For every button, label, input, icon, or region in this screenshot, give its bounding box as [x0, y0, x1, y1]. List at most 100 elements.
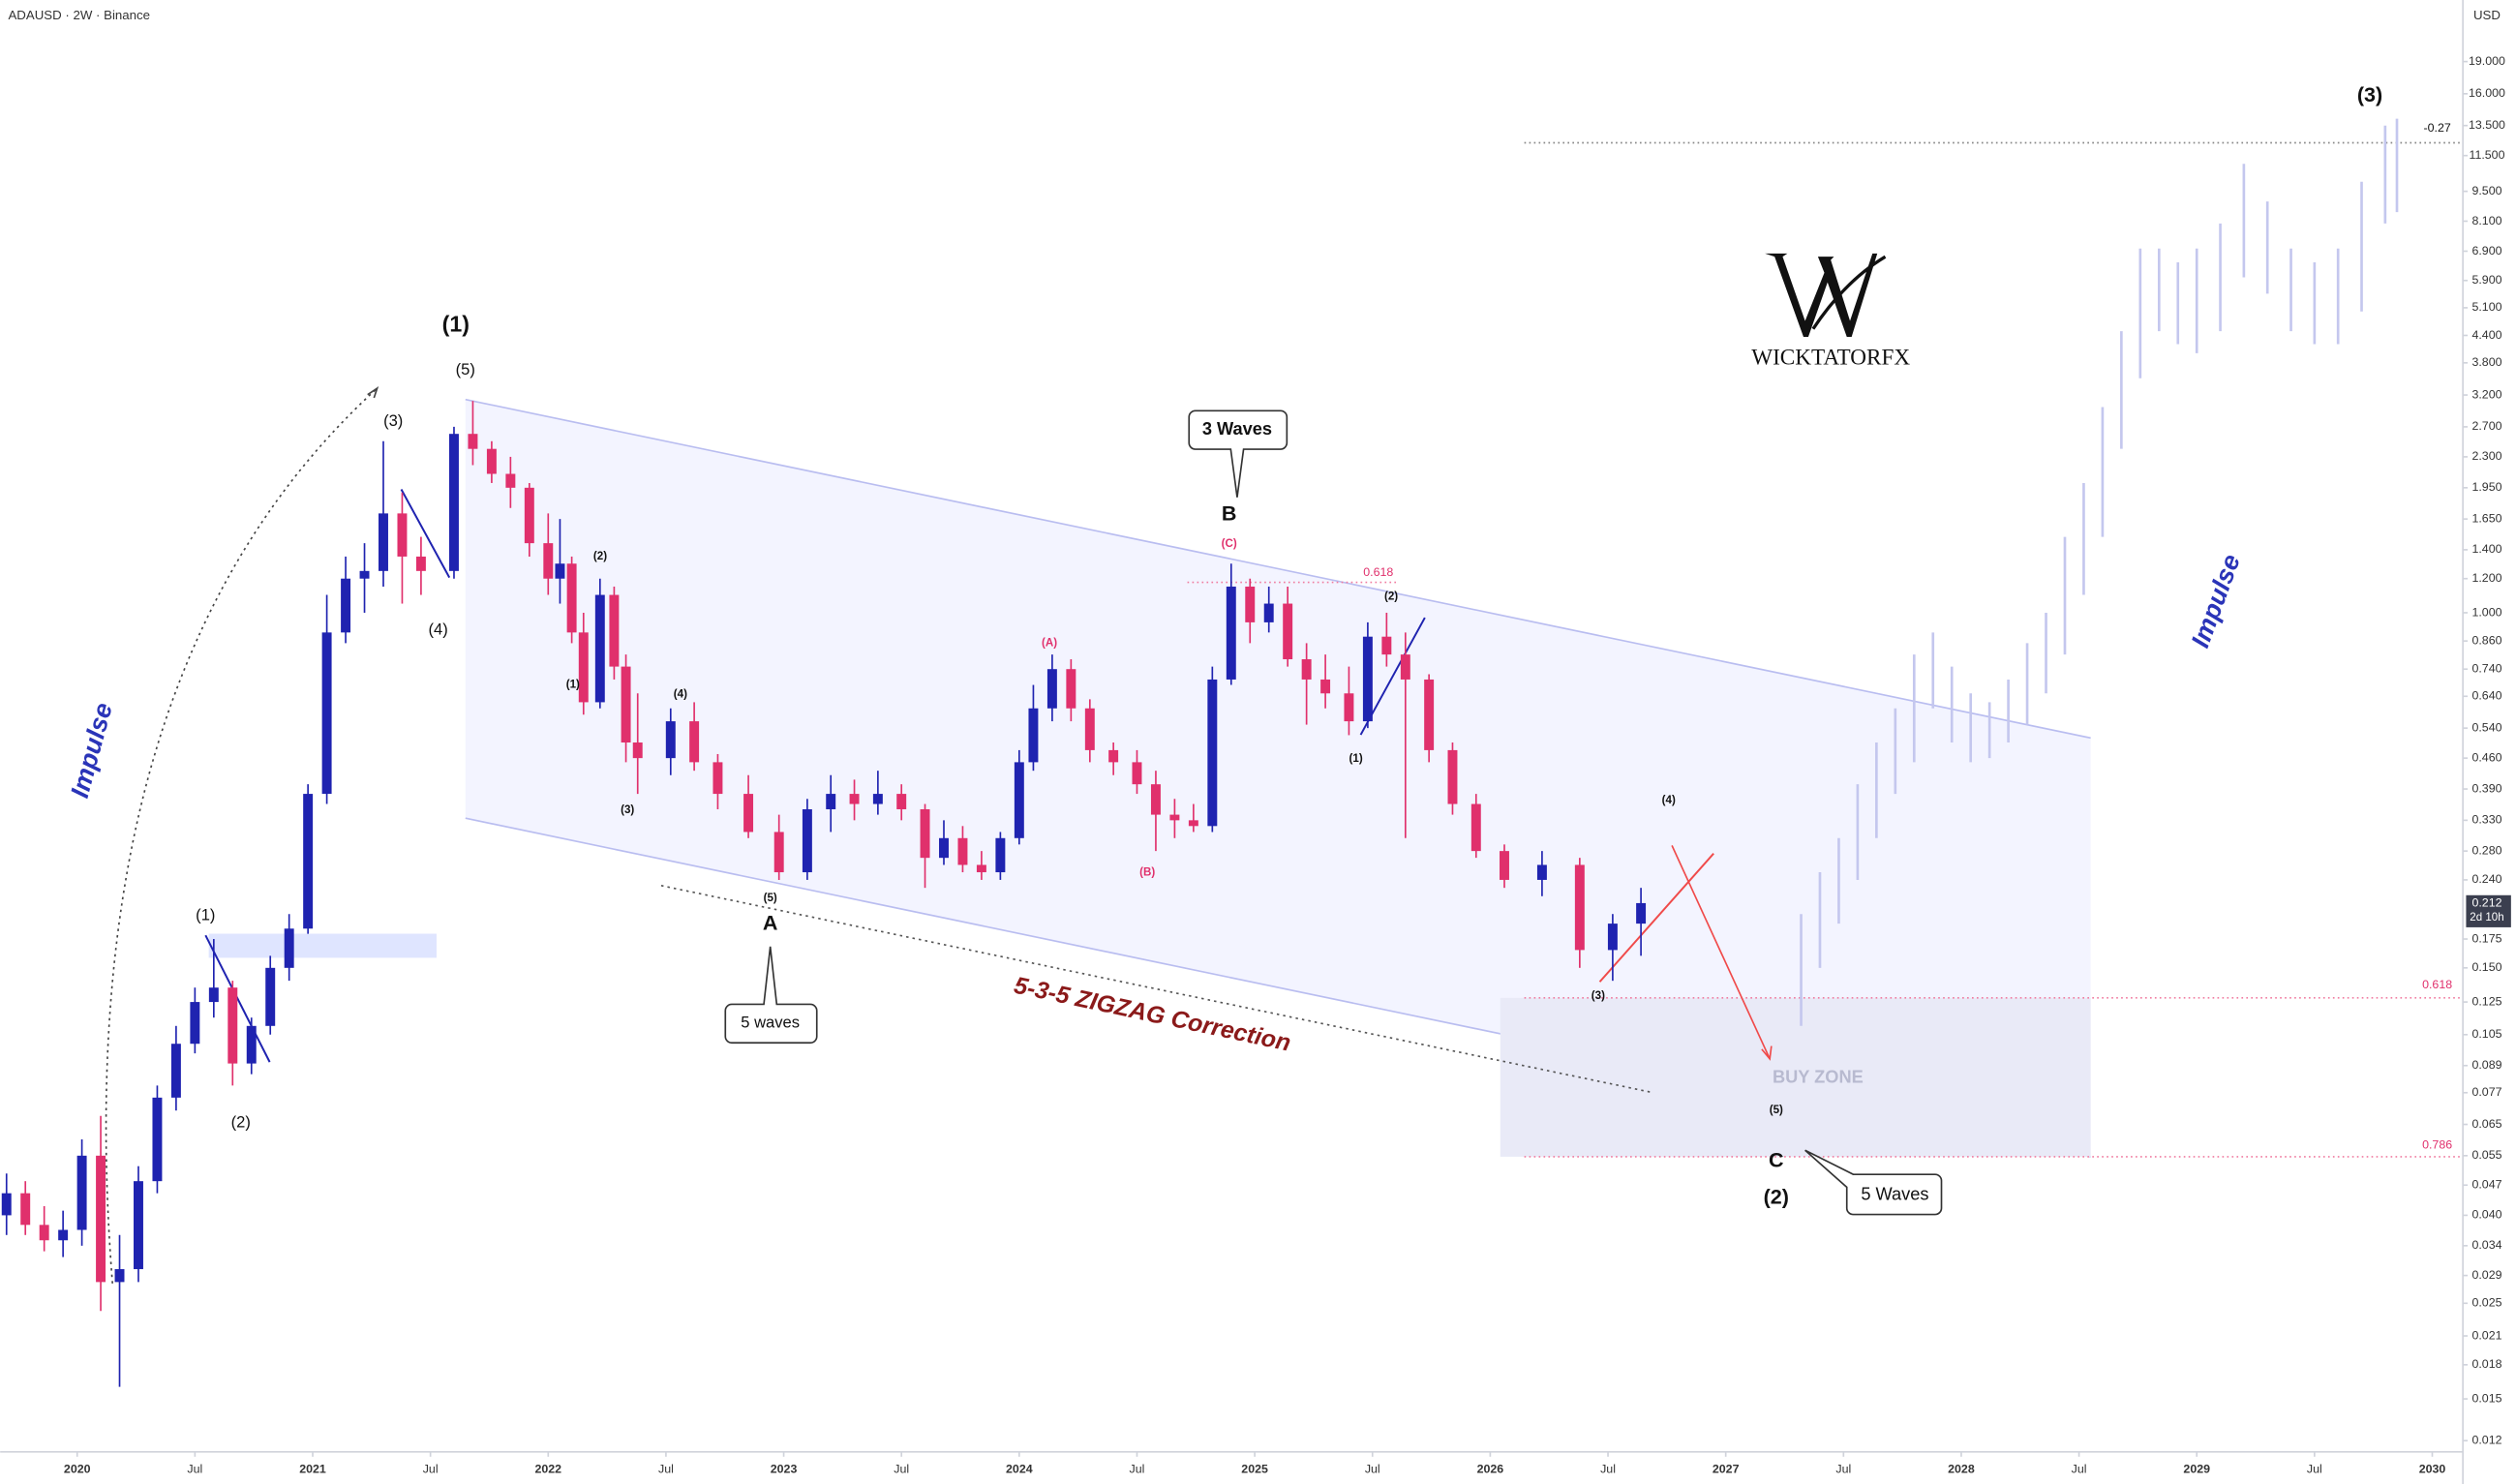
y-tick-label: 1.000 — [2471, 605, 2501, 619]
candle-body — [246, 1025, 257, 1064]
y-tick-label: 4.400 — [2471, 328, 2501, 342]
arrow-head — [1761, 1045, 1773, 1061]
candle-body — [1574, 864, 1585, 951]
y-tick-label: 19.000 — [2469, 54, 2505, 68]
trend-line — [400, 488, 451, 579]
x-tick-label: Jul — [894, 1462, 909, 1475]
y-tick-label: 2.700 — [2471, 419, 2501, 433]
candle-body — [621, 666, 631, 743]
y-tick-label: 0.860 — [2471, 633, 2501, 647]
x-tick-label: Jul — [658, 1462, 674, 1475]
x-tick-label: Jul — [1835, 1462, 1851, 1475]
y-tick-label: 11.500 — [2469, 148, 2504, 162]
candle-body — [114, 1269, 125, 1283]
candle-body — [341, 578, 351, 633]
x-tick-label: Jul — [1130, 1462, 1145, 1475]
annotation: C — [1769, 1149, 1784, 1172]
projection-line — [660, 885, 1653, 1094]
annotation: (5) — [456, 360, 475, 379]
candle-body — [896, 794, 907, 809]
annotation: (1) — [1349, 752, 1363, 765]
candle-body — [1, 1193, 12, 1216]
annotation: (4) — [674, 688, 687, 701]
x-tick-label: 2025 — [1241, 1462, 1268, 1475]
trend-line — [204, 934, 271, 1063]
y-tick-label: 0.105 — [2471, 1027, 2501, 1041]
y-tick-label: 0.015 — [2471, 1391, 2501, 1405]
channel-upper — [465, 398, 2091, 740]
candle-body — [415, 556, 426, 571]
annotation: (1) — [196, 906, 215, 924]
candle-body — [96, 1155, 106, 1283]
annotation: (4) — [428, 621, 447, 639]
annotation: A — [763, 911, 778, 934]
annotation: (3) — [2357, 83, 2382, 106]
annotation: (1) — [566, 679, 580, 691]
x-tick-label: Jul — [1365, 1462, 1380, 1475]
y-tick-label: 3.200 — [2471, 387, 2501, 401]
annotation: (2) — [1764, 1186, 1789, 1209]
candle-body — [20, 1193, 31, 1226]
candle-body — [39, 1225, 49, 1241]
annotation: (3) — [383, 411, 403, 430]
y-tick-label: 0.390 — [2471, 781, 2501, 795]
candle-body — [1301, 659, 1312, 680]
candle-body — [578, 632, 589, 703]
candle-body — [1470, 803, 1481, 852]
annotation: BUY ZONE — [1773, 1067, 1864, 1087]
annotation: (3) — [1591, 989, 1605, 1002]
x-tick-label: Jul — [187, 1462, 202, 1475]
y-axis-strip — [2463, 0, 2516, 1484]
x-tick-label: 2021 — [299, 1462, 326, 1475]
candle-body — [486, 448, 497, 474]
callout — [1188, 409, 1288, 498]
candle-body — [689, 721, 700, 763]
y-tick-label: 0.175 — [2471, 931, 2501, 945]
y-tick-label: 0.280 — [2471, 843, 2501, 857]
candle-body — [359, 570, 370, 579]
candle-body — [227, 987, 238, 1064]
wedge-line — [1598, 853, 1714, 983]
arrow-head — [367, 386, 379, 399]
zone-box — [208, 933, 437, 958]
candle-body — [1400, 654, 1410, 680]
candle-body — [1028, 708, 1039, 763]
annotation: (4) — [1662, 794, 1676, 806]
candle-body — [609, 594, 620, 667]
y-tick-label: 13.500 — [2469, 118, 2505, 132]
currency-label: USD — [2473, 8, 2501, 22]
annotation: (3) — [621, 803, 634, 816]
candle-body — [1500, 851, 1509, 880]
y-tick-label: 1.650 — [2471, 511, 2501, 525]
candle-body — [152, 1097, 163, 1182]
annotation: (2) — [1384, 591, 1398, 603]
logo-text: WICKTATORFX — [1751, 346, 1910, 371]
annotation: (B) — [1139, 866, 1155, 879]
candle-body — [1046, 669, 1057, 709]
y-tick-label: 9.500 — [2471, 184, 2501, 197]
annotation: 3 Waves — [1202, 418, 1272, 439]
y-tick-label: 0.330 — [2471, 813, 2501, 827]
candle-body — [1344, 693, 1354, 722]
candle-body — [1320, 679, 1331, 694]
y-tick-label: 0.012 — [2471, 1434, 2501, 1447]
symbol-title: ADAUSD · 2W · Binance — [8, 8, 150, 22]
y-tick-label: 16.000 — [2469, 86, 2505, 100]
annotation: (2) — [593, 550, 607, 562]
candle-body — [58, 1229, 69, 1241]
logo-swoosh — [1811, 255, 1887, 330]
x-tick-label: Jul — [1600, 1462, 1616, 1475]
candle-body — [957, 837, 968, 865]
y-tick-label: 0.240 — [2471, 872, 2501, 886]
y-tick-label: 1.400 — [2471, 542, 2501, 556]
candle-body — [1245, 586, 1256, 622]
candle-body — [379, 513, 388, 571]
x-tick-label: 2024 — [1006, 1462, 1033, 1475]
candle-body — [1084, 708, 1095, 750]
candle-body — [976, 864, 986, 873]
channel-fill — [465, 399, 2091, 1157]
candle-body — [284, 928, 294, 968]
y-tick-label: 5.100 — [2471, 300, 2501, 314]
candle-body — [1108, 749, 1119, 763]
